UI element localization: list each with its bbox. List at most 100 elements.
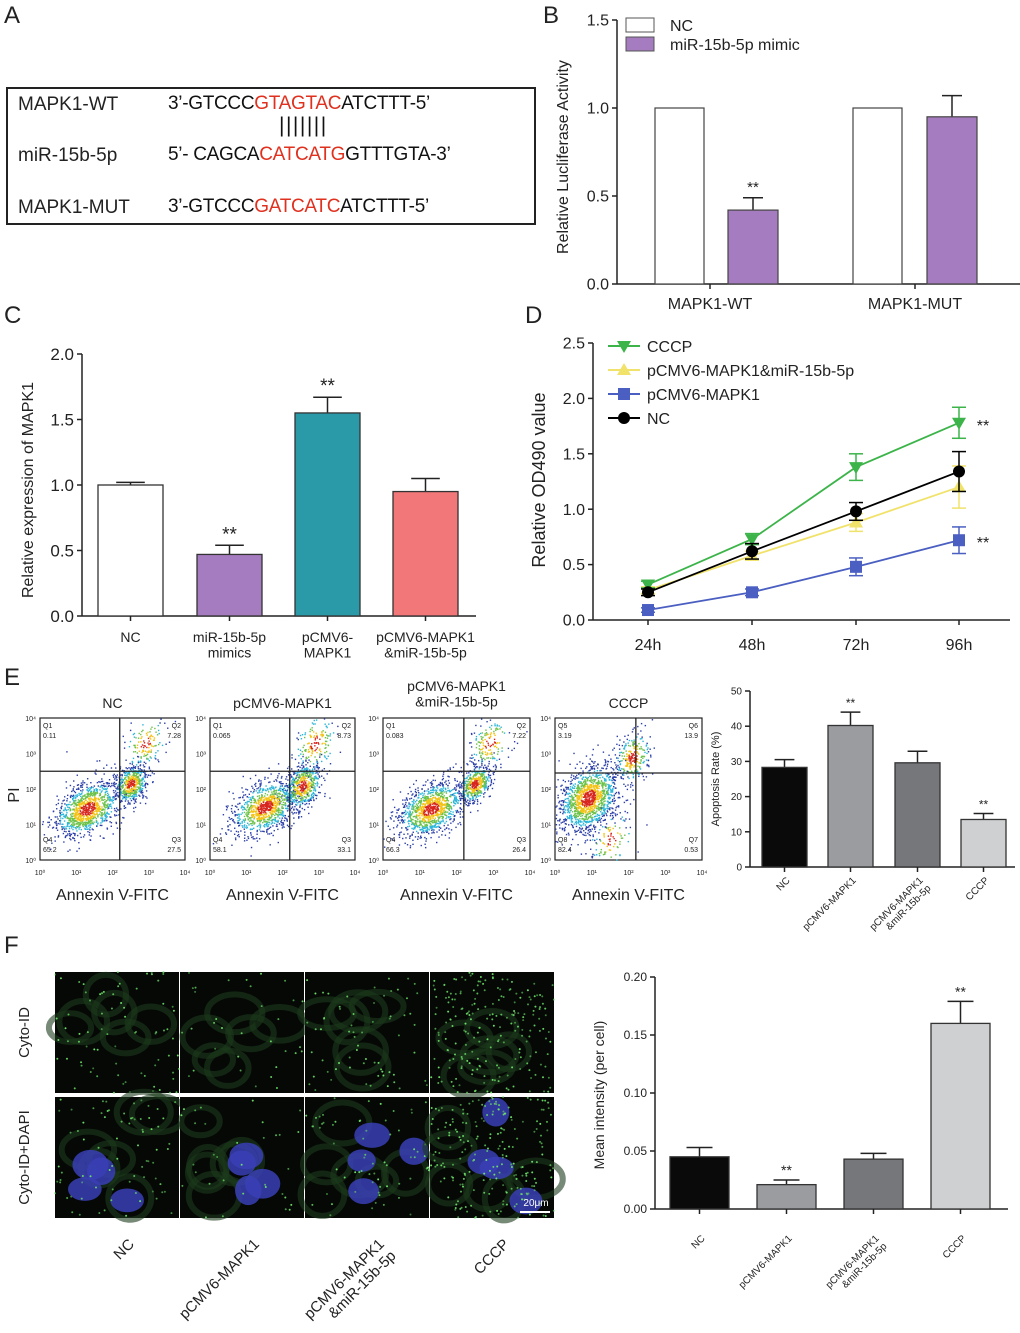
event-dot xyxy=(487,765,489,767)
event-dot xyxy=(115,767,117,769)
event-dot xyxy=(305,750,307,752)
event-dot xyxy=(253,788,256,791)
event-dot xyxy=(302,784,304,786)
event-dot xyxy=(425,840,427,842)
event-dot xyxy=(430,815,432,818)
event-dot xyxy=(132,771,134,773)
event-dot xyxy=(98,806,100,809)
event-dot xyxy=(254,801,257,803)
event-dot xyxy=(282,804,285,806)
event-dot xyxy=(126,782,129,784)
event-dot xyxy=(95,789,98,791)
event-dot xyxy=(424,813,426,815)
event-dot xyxy=(455,784,457,786)
event-dot xyxy=(454,814,456,817)
event-dot xyxy=(87,830,89,833)
y-tick-label-line: 1.0 xyxy=(50,476,74,495)
event-dot xyxy=(419,837,421,839)
event-dot xyxy=(409,816,412,818)
event-dot xyxy=(272,795,275,797)
event-dot xyxy=(495,765,497,768)
event-dot xyxy=(125,774,128,777)
event-dot xyxy=(391,838,393,840)
event-dot xyxy=(148,740,150,742)
event-dot xyxy=(281,788,284,791)
event-dot xyxy=(465,800,467,803)
event-dot xyxy=(484,778,486,780)
event-dot xyxy=(459,792,461,794)
event-dot xyxy=(304,791,306,793)
event-dot xyxy=(103,803,105,805)
event-dot xyxy=(297,738,300,741)
event-dot xyxy=(316,771,318,774)
event-dot xyxy=(288,804,290,806)
event-dot xyxy=(489,795,491,797)
event-dot xyxy=(78,814,81,817)
event-dot xyxy=(501,731,504,733)
event-dot xyxy=(139,760,142,762)
quadrant-name: Q2 xyxy=(342,723,351,730)
event-dot xyxy=(281,785,284,787)
event-dot xyxy=(447,824,449,826)
event-dot xyxy=(311,729,313,732)
quadrant-name-line: Q2 xyxy=(342,723,351,730)
event-dot xyxy=(307,749,310,751)
event-dot xyxy=(108,813,110,815)
event-dot xyxy=(88,834,90,836)
event-dot xyxy=(468,791,471,793)
event-dot xyxy=(85,797,87,799)
event-dot xyxy=(473,786,476,789)
event-dot xyxy=(103,837,105,839)
event-dot xyxy=(423,816,425,818)
quadrant-value-line: 27.5 xyxy=(167,847,181,854)
event-dot xyxy=(441,796,444,798)
event-dot xyxy=(486,733,488,735)
event-dot xyxy=(133,796,135,798)
event-dot xyxy=(318,749,321,751)
event-dot xyxy=(496,725,498,727)
event-dot xyxy=(276,823,278,826)
event-dot xyxy=(306,757,308,760)
event-dot xyxy=(256,829,258,832)
quadrant-value: 65.2 xyxy=(43,847,57,854)
event-dot xyxy=(112,799,115,802)
y-tick-label-line: 0.5 xyxy=(587,189,609,206)
event-dot xyxy=(465,787,467,789)
event-dot xyxy=(266,821,268,823)
event-dot xyxy=(76,819,78,821)
event-dot xyxy=(484,751,487,753)
event-dot xyxy=(457,823,459,825)
event-dot xyxy=(293,782,295,784)
event-dot xyxy=(417,802,420,805)
event-dot xyxy=(55,827,58,830)
event-dot xyxy=(487,742,489,744)
event-dot xyxy=(444,788,447,791)
event-dot xyxy=(42,821,44,823)
event-dot xyxy=(277,798,280,800)
event-dot xyxy=(271,787,274,789)
event-dot xyxy=(79,832,81,835)
event-dot xyxy=(484,785,486,787)
event-dot xyxy=(324,731,327,734)
event-dot xyxy=(92,804,95,806)
event-dot xyxy=(112,789,115,792)
event-dot xyxy=(101,814,103,816)
event-dot xyxy=(442,817,444,819)
event-dot xyxy=(321,733,323,736)
event-dot xyxy=(271,795,273,798)
event-dot xyxy=(426,790,428,792)
event-dot xyxy=(433,802,435,805)
event-dot xyxy=(238,824,241,827)
event-dot xyxy=(448,808,450,810)
event-dot xyxy=(117,788,119,791)
event-dot xyxy=(288,805,290,807)
y-tick-label: 2.0 xyxy=(563,391,585,408)
event-dot xyxy=(303,779,306,781)
event-dot xyxy=(89,795,91,798)
y-tick-label-line: 10¹ xyxy=(196,823,207,830)
quadrant-value-line: 33.1 xyxy=(337,847,351,854)
event-dot xyxy=(106,827,108,829)
event-dot xyxy=(393,839,395,841)
event-dot xyxy=(443,791,445,793)
event-dot xyxy=(255,785,257,787)
